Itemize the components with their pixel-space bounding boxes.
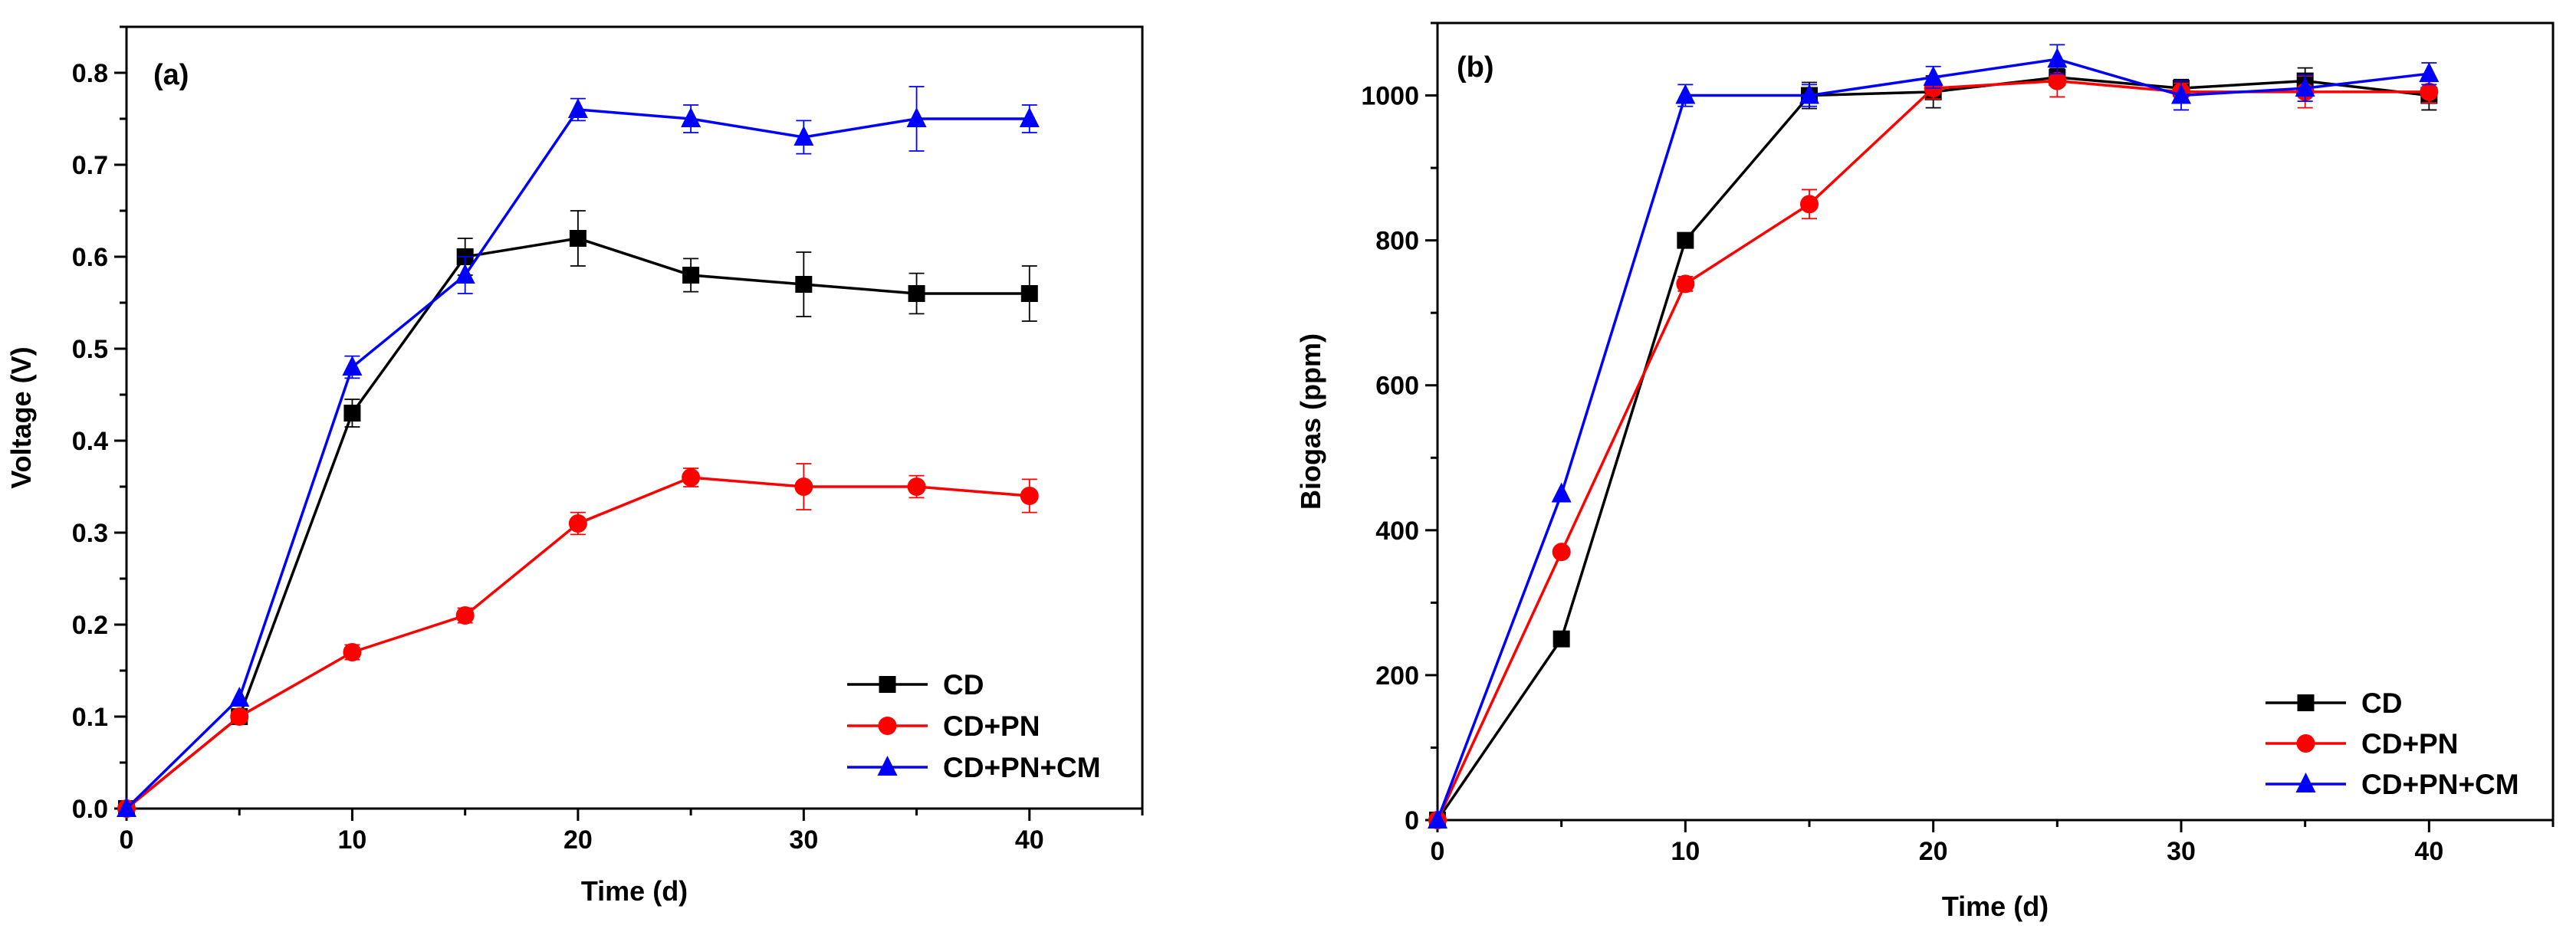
plot-frame bbox=[125, 25, 1144, 810]
data-point bbox=[2419, 62, 2440, 83]
data-point bbox=[1020, 285, 1038, 302]
data-point bbox=[117, 797, 136, 817]
data-point bbox=[343, 405, 361, 422]
data-point bbox=[2048, 71, 2067, 90]
x-tick-label: 0 bbox=[1431, 837, 1445, 866]
y-tick-label: 0.7 bbox=[72, 151, 108, 180]
data-point bbox=[455, 264, 475, 284]
x-tick-label: 20 bbox=[1919, 837, 1948, 866]
data-point bbox=[1551, 482, 1572, 503]
data-point bbox=[568, 514, 587, 533]
series-cd bbox=[1429, 67, 2438, 829]
y-tick-label: 0.4 bbox=[72, 427, 108, 456]
series-line bbox=[1436, 57, 2430, 821]
data-point bbox=[1799, 84, 1819, 104]
data-point bbox=[2047, 48, 2068, 68]
panel-a-voltage-chart: 0 10 20 30 40 0.0 0.1 0.2 0.3 0.4 0.5 0.6 0.7 0.8 Time… bbox=[5, 25, 1144, 907]
y-tick-label: 400 bbox=[1375, 517, 1419, 546]
legend-label: CD+PN bbox=[2361, 728, 2458, 760]
data-point bbox=[794, 477, 813, 496]
data-point bbox=[682, 267, 700, 284]
y-tick-label: 0.5 bbox=[72, 335, 108, 364]
x-tick-label: 40 bbox=[2414, 837, 2443, 866]
legend: CD CD+PN CD+PN+CM bbox=[2266, 687, 2519, 800]
x-tick-label: 10 bbox=[338, 825, 367, 855]
y-tick-label: 0 bbox=[1405, 806, 1419, 835]
series-cd-pn-cm bbox=[1428, 44, 2440, 829]
data-point bbox=[682, 468, 701, 487]
legend-marker bbox=[878, 717, 897, 735]
x-axis-title: Time (d) bbox=[1942, 891, 2049, 922]
data-point bbox=[455, 606, 475, 625]
y-tick-label: 0.3 bbox=[72, 519, 108, 548]
y-tick-label: 200 bbox=[1375, 661, 1419, 691]
data-point bbox=[1552, 543, 1571, 562]
series-cd-pn bbox=[117, 463, 1039, 818]
legend-marker bbox=[2296, 734, 2315, 753]
data-point bbox=[1923, 65, 1944, 86]
data-point bbox=[907, 477, 926, 496]
data-point bbox=[681, 107, 702, 127]
legend: CD CD+PN CD+PN+CM bbox=[847, 669, 1101, 783]
data-point bbox=[342, 356, 363, 376]
plot-frame bbox=[1436, 21, 2555, 822]
y-tick-label: 0.0 bbox=[72, 795, 108, 824]
data-point bbox=[908, 285, 925, 302]
legend-label: CD+PN+CM bbox=[943, 752, 1101, 783]
data-point bbox=[1800, 195, 1819, 214]
y-tick-label: 0.1 bbox=[72, 703, 108, 732]
data-point bbox=[569, 230, 586, 247]
x-axis-title: Time (d) bbox=[581, 875, 688, 907]
legend-marker bbox=[879, 676, 896, 693]
series-cd-pn bbox=[1428, 64, 2439, 829]
data-point bbox=[2171, 84, 2191, 104]
data-point bbox=[1676, 274, 1695, 294]
data-point bbox=[567, 98, 588, 118]
data-point bbox=[1019, 107, 1040, 127]
series-line bbox=[1436, 76, 2430, 821]
data-point bbox=[906, 107, 927, 127]
x-tick-label: 20 bbox=[564, 825, 593, 855]
x-tick-label: 10 bbox=[1671, 837, 1700, 866]
data-point bbox=[1677, 231, 1694, 249]
y-axis-title: Biogas (ppm) bbox=[1295, 333, 1326, 510]
y-tick-label: 0.8 bbox=[72, 59, 108, 88]
data-point bbox=[1552, 630, 1570, 648]
y-tick-label: 600 bbox=[1375, 372, 1419, 401]
data-point bbox=[1675, 84, 1696, 104]
data-point bbox=[2420, 82, 2439, 101]
data-point bbox=[343, 643, 362, 661]
x-tick-label: 30 bbox=[2167, 837, 2196, 866]
panel-label: (b) bbox=[1457, 51, 1494, 84]
x-tick-label: 30 bbox=[789, 825, 818, 855]
series-cd-pn-cm bbox=[117, 86, 1040, 817]
x-tick-label: 40 bbox=[1015, 825, 1044, 855]
y-tick-label: 800 bbox=[1375, 227, 1419, 256]
data-point bbox=[1428, 809, 1447, 829]
y-axis-title: Voltage (V) bbox=[5, 346, 37, 488]
legend-label: CD bbox=[943, 669, 984, 701]
data-point bbox=[794, 126, 814, 146]
series-line bbox=[1436, 79, 2430, 821]
legend-marker bbox=[2297, 694, 2315, 711]
y-tick-label: 1000 bbox=[1361, 82, 1419, 111]
x-tick-label: 0 bbox=[120, 825, 134, 855]
data-point bbox=[1020, 487, 1039, 505]
data-point bbox=[229, 687, 250, 707]
legend-label: CD+PN bbox=[943, 710, 1040, 742]
panel-label: (a) bbox=[153, 59, 189, 91]
data-point bbox=[795, 276, 813, 293]
data-point bbox=[2295, 77, 2315, 97]
legend-marker bbox=[2295, 773, 2316, 792]
y-tick-label: 0.6 bbox=[72, 243, 108, 272]
legend-label: CD+PN+CM bbox=[2361, 769, 2519, 800]
data-point bbox=[230, 707, 249, 726]
y-tick-label: 0.2 bbox=[72, 611, 108, 640]
legend-marker bbox=[877, 756, 898, 776]
legend-label: CD bbox=[2361, 687, 2402, 719]
